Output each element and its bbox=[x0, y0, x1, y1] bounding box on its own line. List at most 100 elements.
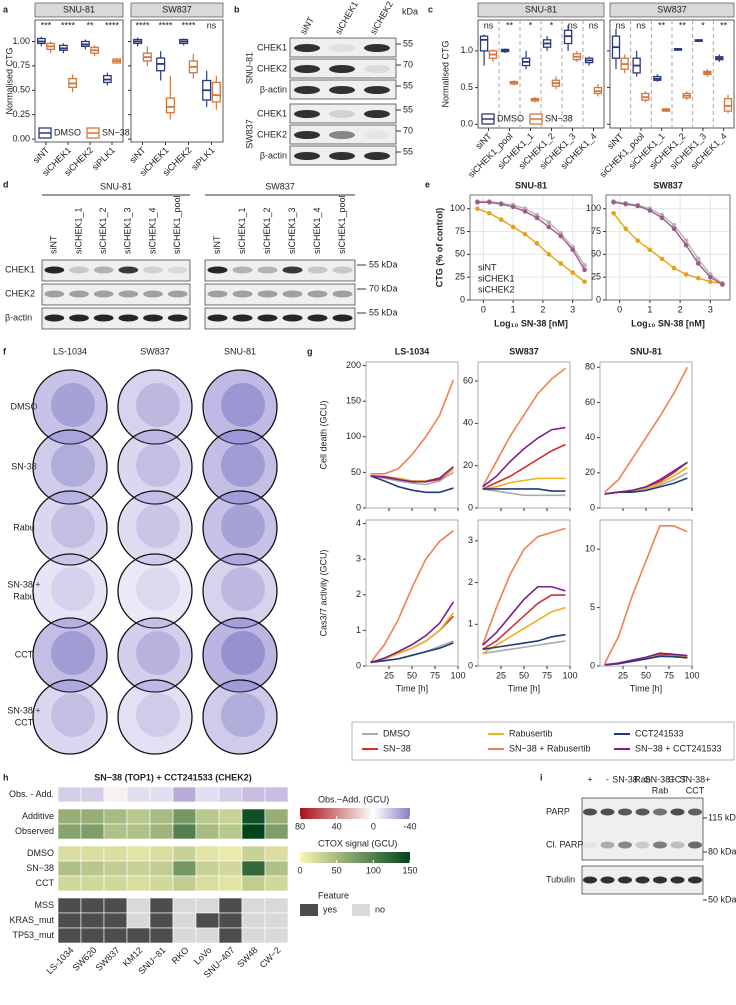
significance-label: **** bbox=[61, 20, 76, 30]
heatmap-cell bbox=[149, 808, 174, 825]
blot-band bbox=[635, 808, 650, 816]
colony-stain bbox=[221, 504, 265, 548]
x-tick-label: 2 bbox=[540, 304, 545, 314]
feature-title: Feature bbox=[318, 890, 349, 900]
blot-band bbox=[653, 876, 667, 884]
heatmap-cell bbox=[103, 897, 128, 914]
blot-band bbox=[364, 110, 390, 118]
heatmap-cell bbox=[264, 808, 289, 825]
significance-label: ns bbox=[636, 20, 646, 30]
significance-label: ns bbox=[207, 20, 217, 30]
blot-band bbox=[207, 290, 228, 298]
data-point bbox=[659, 215, 665, 221]
panel-label: f bbox=[3, 346, 7, 356]
heatmap-cell bbox=[241, 808, 266, 825]
y-tick-label: 80 bbox=[585, 362, 595, 372]
feature-key bbox=[300, 904, 318, 916]
scale-title: Obs.−Add. (GCU) bbox=[318, 794, 389, 804]
x-tick-label: 75 bbox=[430, 670, 440, 680]
heatmap-cell bbox=[80, 786, 105, 803]
color-bar bbox=[300, 808, 410, 819]
facet-strip bbox=[130, 2, 224, 18]
lane-label: Rab bbox=[652, 785, 669, 795]
y-tick-label: 2 bbox=[356, 589, 361, 599]
row-label: Cl. PARP bbox=[546, 839, 583, 849]
y-tick-label: 4 bbox=[356, 518, 361, 528]
data-point bbox=[683, 242, 689, 248]
blot-band bbox=[329, 152, 355, 160]
heatmap-cell bbox=[149, 912, 174, 929]
lane-label: siCHEK1_pool bbox=[172, 195, 182, 254]
blot-band bbox=[364, 86, 390, 94]
colony-stain bbox=[51, 443, 95, 487]
blot-band bbox=[600, 808, 615, 816]
lane-label: Rab bbox=[634, 774, 651, 784]
lane-label: SN-38+ bbox=[680, 774, 711, 784]
colony-well bbox=[202, 429, 278, 505]
blot-band bbox=[583, 808, 597, 816]
data-point bbox=[647, 247, 653, 253]
y-axis-label: Normalised CTG bbox=[4, 47, 14, 114]
x-axis-label: Log₁₀ SN-38 [nM] bbox=[494, 318, 568, 328]
y-tick-label: 60 bbox=[585, 397, 595, 407]
plot-frame bbox=[477, 361, 571, 509]
heatmap-cell bbox=[172, 897, 197, 914]
series-line bbox=[482, 488, 566, 497]
row-label: CHEK1 bbox=[257, 108, 287, 118]
lane-label: siNT bbox=[49, 235, 59, 254]
blot-band bbox=[207, 314, 228, 322]
facet-title: SNU-81 bbox=[515, 180, 547, 190]
heatmap-cell bbox=[57, 897, 82, 914]
y-tick-label: 0 bbox=[590, 660, 595, 670]
row-label: KRAS_mut bbox=[9, 915, 54, 925]
y-tick-label: 3 bbox=[356, 554, 361, 564]
colony-stain bbox=[51, 383, 95, 427]
heatmap-cell bbox=[241, 912, 266, 929]
colony-stain bbox=[51, 504, 95, 548]
significance-label: ** bbox=[658, 20, 666, 30]
blot-band bbox=[583, 841, 597, 849]
x-tick-label: 3 bbox=[708, 304, 713, 314]
legend-label: SN−38 bbox=[545, 113, 573, 123]
heatmap-cell bbox=[241, 875, 266, 892]
colony-well bbox=[32, 617, 108, 693]
heatmap-cell bbox=[57, 875, 82, 892]
lane-label: siCHEK1 bbox=[333, 0, 360, 36]
heatmap-cell bbox=[103, 860, 128, 877]
y-tick-label: 100 bbox=[450, 203, 465, 213]
series-line bbox=[482, 443, 566, 490]
blot-band bbox=[635, 841, 650, 849]
series-line bbox=[604, 652, 688, 666]
x-tick-label: 3 bbox=[570, 304, 575, 314]
y-axis-label: Cas3/7 activity (GCU) bbox=[318, 549, 328, 636]
data-point bbox=[546, 220, 552, 225]
blot bbox=[41, 283, 191, 306]
heatmap-title: SN−38 (TOP1) + CCT241533 (CHEK2) bbox=[94, 772, 251, 782]
x-tick-label: 100 bbox=[450, 670, 465, 680]
scale-tick-label: 80 bbox=[295, 821, 305, 831]
heatmap-cell bbox=[218, 927, 243, 944]
data-point bbox=[671, 265, 677, 271]
heatmap-cell bbox=[264, 823, 289, 840]
y-tick-label: 5 bbox=[590, 602, 595, 612]
y-tick-label: 3 bbox=[468, 535, 473, 545]
data-point bbox=[510, 224, 516, 230]
heatmap-cell bbox=[218, 912, 243, 929]
heatmap-cell bbox=[149, 845, 174, 862]
colony-stain bbox=[136, 693, 180, 737]
data-point bbox=[534, 215, 540, 221]
y-tick-label: 25 bbox=[455, 272, 465, 282]
legend-label: SN−38 bbox=[102, 127, 130, 137]
y-tick-label: 10 bbox=[585, 544, 595, 554]
data-point bbox=[546, 224, 552, 230]
series-line bbox=[482, 477, 566, 490]
y-tick-label: 150 bbox=[346, 396, 361, 406]
facet-title: SW837 bbox=[653, 180, 683, 190]
legend-label: siCHEK2 bbox=[478, 284, 515, 294]
blot-band bbox=[583, 876, 597, 884]
marker-label: 55 bbox=[403, 146, 413, 156]
heatmap-cell bbox=[195, 927, 220, 944]
y-tick-label: 1 bbox=[356, 625, 361, 635]
series-line bbox=[477, 201, 586, 271]
feature-key bbox=[352, 904, 370, 916]
